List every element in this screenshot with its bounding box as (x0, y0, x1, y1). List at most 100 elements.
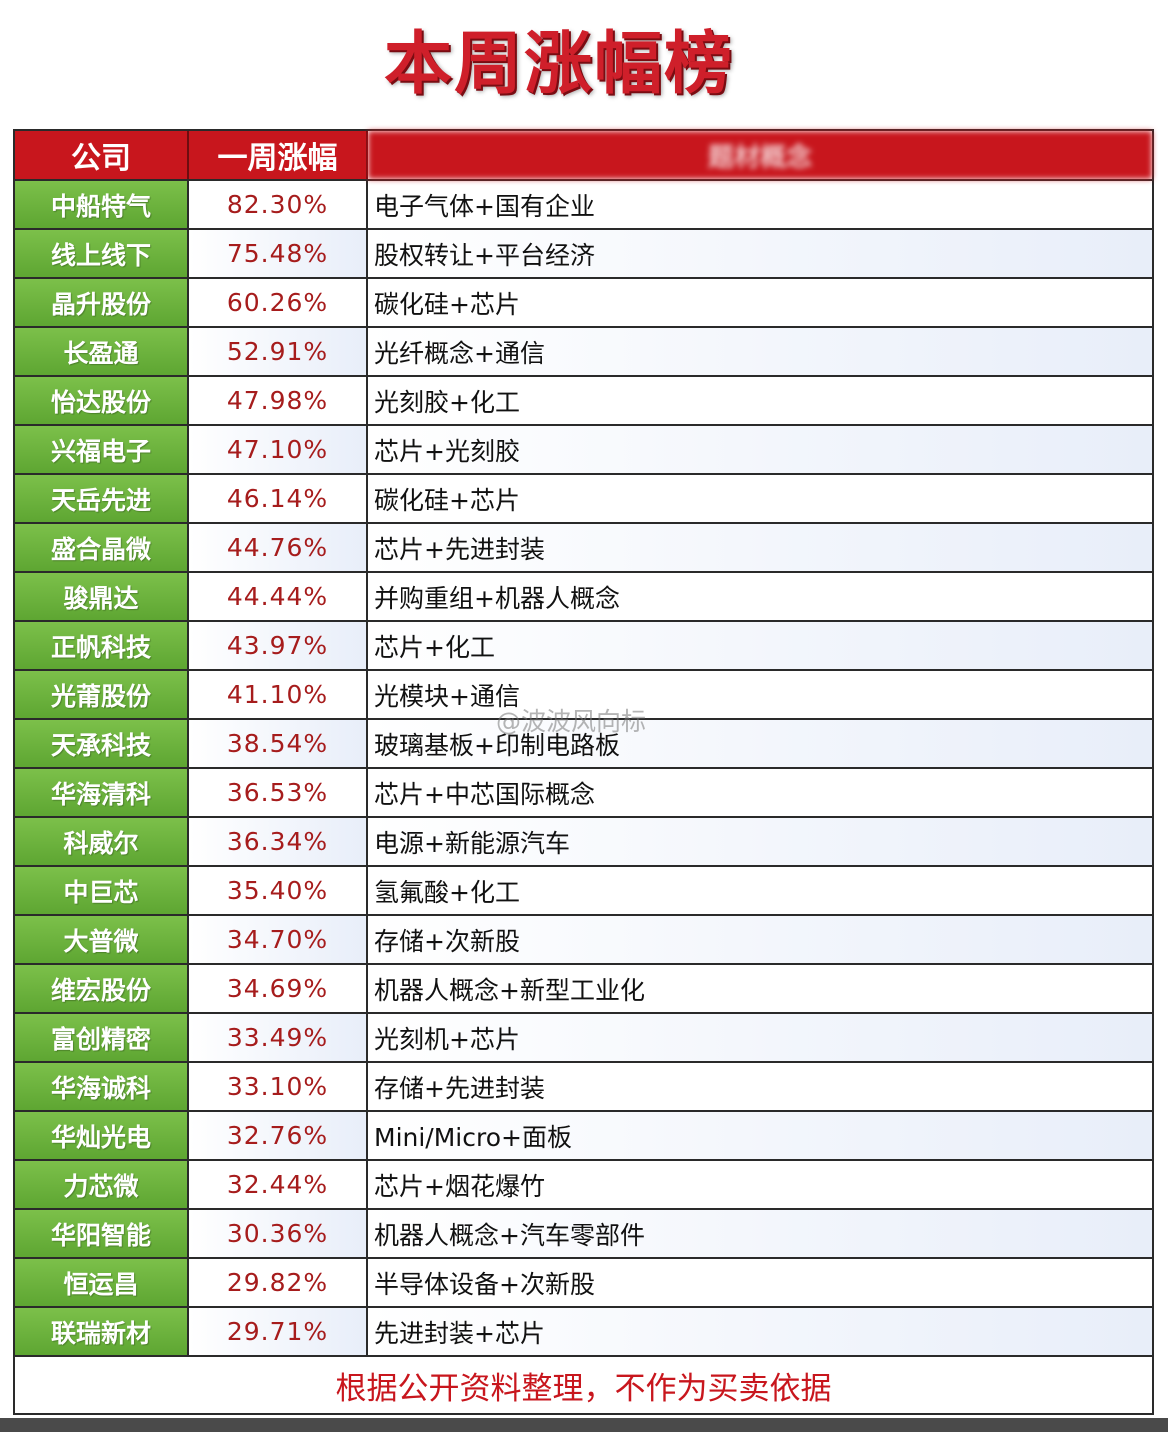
theme-cell: 半导体设备+次新股 (367, 1258, 1152, 1308)
theme-cell: 存储+先进封装 (367, 1062, 1152, 1112)
company-cell: 华海清科 (15, 768, 189, 818)
gain-cell: 46.14% (188, 474, 368, 524)
table-row: 华海清科 36.53% 芯片+中芯国际概念 (15, 768, 1152, 818)
theme-cell: 芯片+光刻胶 (367, 425, 1152, 475)
theme-cell: 芯片+烟花爆竹 (367, 1160, 1152, 1210)
gain-cell: 33.10% (188, 1062, 368, 1112)
header-weekly-gain: 一周涨幅 (188, 131, 368, 181)
table-row: 晶升股份 60.26% 碳化硅+芯片 (15, 278, 1152, 328)
gain-cell: 47.10% (188, 425, 368, 475)
theme-cell: 芯片+先进封装 (367, 523, 1152, 573)
table-row: 富创精密 33.49% 光刻机+芯片 (15, 1013, 1152, 1063)
table-row: 天岳先进 46.14% 碳化硅+芯片 (15, 474, 1152, 524)
table-row: 正帆科技 43.97% 芯片+化工 (15, 621, 1152, 671)
watermark: @波波风向标 (496, 707, 647, 736)
company-cell: 维宏股份 (15, 964, 189, 1014)
gain-cell: 32.44% (188, 1160, 368, 1210)
table-row: 力芯微 32.44% 芯片+烟花爆竹 (15, 1160, 1152, 1210)
company-cell: 盛合晶微 (15, 523, 189, 573)
company-cell: 中船特气 (15, 180, 189, 230)
gain-cell: 75.48% (188, 229, 368, 279)
company-cell: 怡达股份 (15, 376, 189, 426)
table-row: 联瑞新材 29.71% 先进封装+芯片 (15, 1307, 1152, 1357)
gain-cell: 82.30% (188, 180, 368, 230)
table-row: 天承科技 38.54% 玻璃基板+印制电路板 (15, 719, 1152, 769)
theme-cell: 光模块+通信 (367, 670, 1152, 720)
company-cell: 正帆科技 (15, 621, 189, 671)
company-cell: 中巨芯 (15, 866, 189, 916)
gain-cell: 44.44% (188, 572, 368, 622)
company-cell: 线上线下 (15, 229, 189, 279)
ranking-table: 公司 一周涨幅 题材概念 中船特气 82.30% 电子气体+国有企业 线上线下 75.4… (13, 129, 1154, 1415)
gain-cell: 43.97% (188, 621, 368, 671)
gain-cell: 29.82% (188, 1258, 368, 1308)
gain-cell: 34.70% (188, 915, 368, 965)
table-row: 光莆股份 41.10% 光模块+通信 (15, 670, 1152, 720)
table-row: 中巨芯 35.40% 氢氟酸+化工 (15, 866, 1152, 916)
theme-cell: 光纤概念+通信 (367, 327, 1152, 377)
disclaimer: 根据公开资料整理，不作为买卖依据 (15, 1356, 1152, 1413)
header-theme: 题材概念 (367, 131, 1152, 181)
theme-cell: 玻璃基板+印制电路板 (367, 719, 1152, 769)
theme-cell: 碳化硅+芯片 (367, 278, 1152, 328)
table-row: 科威尔 36.34% 电源+新能源汽车 (15, 817, 1152, 867)
header-company: 公司 (15, 131, 189, 181)
gain-cell: 29.71% (188, 1307, 368, 1357)
table-row: 怡达股份 47.98% 光刻胶+化工 (15, 376, 1152, 426)
table-row: 兴福电子 47.10% 芯片+光刻胶 (15, 425, 1152, 475)
company-cell: 兴福电子 (15, 425, 189, 475)
company-cell: 力芯微 (15, 1160, 189, 1210)
table-row: 维宏股份 34.69% 机器人概念+新型工业化 (15, 964, 1152, 1014)
table-row: 华灿光电 32.76% Mini/Micro+面板 (15, 1111, 1152, 1161)
company-cell: 华阳智能 (15, 1209, 189, 1259)
gain-cell: 38.54% (188, 719, 368, 769)
gain-cell: 44.76% (188, 523, 368, 573)
company-cell: 晶升股份 (15, 278, 189, 328)
table-row: 骏鼎达 44.44% 并购重组+机器人概念 (15, 572, 1152, 622)
table-row: 线上线下 75.48% 股权转让+平台经济 (15, 229, 1152, 279)
gain-cell: 32.76% (188, 1111, 368, 1161)
company-cell: 科威尔 (15, 817, 189, 867)
gain-cell: 52.91% (188, 327, 368, 377)
company-cell: 大普微 (15, 915, 189, 965)
gain-cell: 35.40% (188, 866, 368, 916)
page-title: 本周涨幅榜 (383, 25, 734, 104)
theme-cell: 电子气体+国有企业 (367, 180, 1152, 230)
theme-cell: 股权转让+平台经济 (367, 229, 1152, 279)
theme-cell: 芯片+化工 (367, 621, 1152, 671)
company-cell: 恒运昌 (15, 1258, 189, 1308)
gain-cell: 36.34% (188, 817, 368, 867)
theme-cell: 机器人概念+新型工业化 (367, 964, 1152, 1014)
company-cell: 富创精密 (15, 1013, 189, 1063)
theme-cell: 氢氟酸+化工 (367, 866, 1152, 916)
theme-cell: 机器人概念+汽车零部件 (367, 1209, 1152, 1259)
gain-cell: 36.53% (188, 768, 368, 818)
table-row: 恒运昌 29.82% 半导体设备+次新股 (15, 1258, 1152, 1308)
company-cell: 华灿光电 (15, 1111, 189, 1161)
gain-cell: 34.69% (188, 964, 368, 1014)
table-row: 华阳智能 30.36% 机器人概念+汽车零部件 (15, 1209, 1152, 1259)
company-cell: 华海诚科 (15, 1062, 189, 1112)
theme-cell: Mini/Micro+面板 (367, 1111, 1152, 1161)
company-cell: 联瑞新材 (15, 1307, 189, 1357)
theme-cell: 先进封装+芯片 (367, 1307, 1152, 1357)
table-row: 华海诚科 33.10% 存储+先进封装 (15, 1062, 1152, 1112)
company-cell: 光莆股份 (15, 670, 189, 720)
company-cell: 天岳先进 (15, 474, 189, 524)
theme-cell: 并购重组+机器人概念 (367, 572, 1152, 622)
theme-cell: 芯片+中芯国际概念 (367, 768, 1152, 818)
gain-cell: 41.10% (188, 670, 368, 720)
company-cell: 长盈通 (15, 327, 189, 377)
gain-cell: 47.98% (188, 376, 368, 426)
table-row: 中船特气 82.30% 电子气体+国有企业 (15, 180, 1152, 230)
theme-cell: 电源+新能源汽车 (367, 817, 1152, 867)
table-row: 大普微 34.70% 存储+次新股 (15, 915, 1152, 965)
table-row: 长盈通 52.91% 光纤概念+通信 (15, 327, 1152, 377)
gain-cell: 30.36% (188, 1209, 368, 1259)
table-header-row: 公司 一周涨幅 题材概念 (15, 131, 1152, 181)
theme-cell: 存储+次新股 (367, 915, 1152, 965)
gain-cell: 60.26% (188, 278, 368, 328)
gain-cell: 33.49% (188, 1013, 368, 1063)
table-row: 盛合晶微 44.76% 芯片+先进封装 (15, 523, 1152, 573)
bottom-bar (0, 1418, 1168, 1432)
